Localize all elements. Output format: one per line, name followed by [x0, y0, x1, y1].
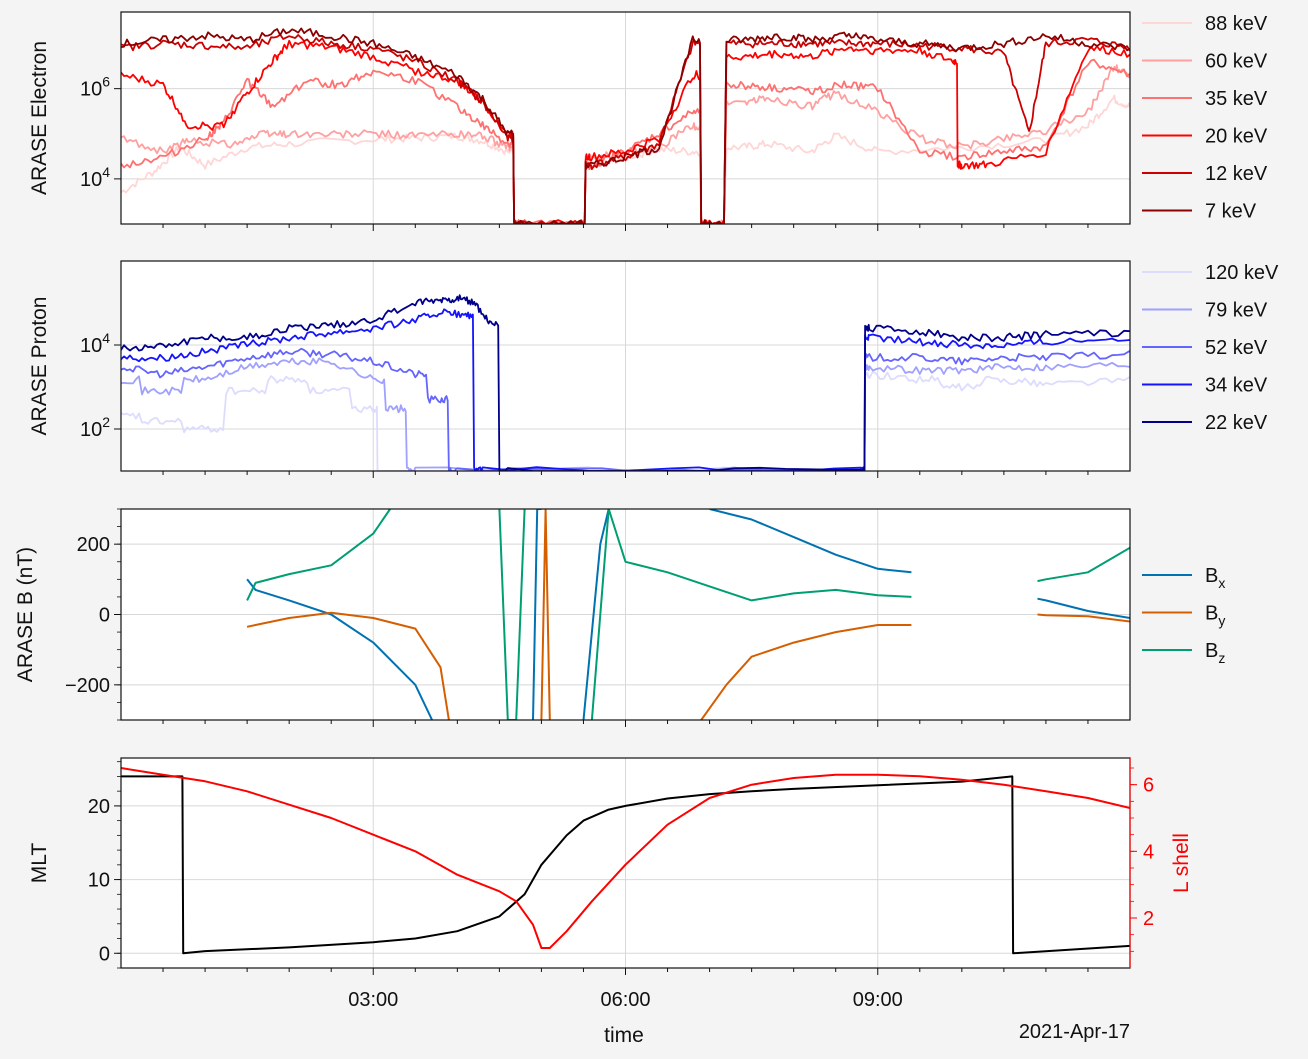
y-tick-exponent: 2	[102, 414, 110, 430]
series-line	[1037, 597, 1130, 619]
legend-subscript: y	[1218, 613, 1225, 629]
series-group	[121, 27, 1130, 224]
series-line	[709, 509, 912, 574]
legend-label: 120 keV	[1205, 262, 1279, 284]
series-line	[582, 509, 610, 720]
series-line	[246, 611, 450, 720]
series-line	[246, 578, 434, 720]
legend-label: 7 keV	[1205, 201, 1257, 223]
legend-label: Bx	[1205, 565, 1225, 591]
legend-label: By	[1205, 603, 1225, 629]
series-line	[1037, 613, 1130, 623]
panel-4: 03:00 06:00 09:00 0 10 20 MLT 2 4 6 L shell	[28, 757, 1193, 1011]
series-line	[590, 509, 912, 720]
series-line	[121, 357, 1130, 471]
y-tick-label: 200	[77, 534, 110, 556]
y-tick-exponent: 4	[102, 164, 110, 180]
series-group	[121, 294, 1130, 471]
series-line	[700, 624, 912, 720]
right-tick-label: 4	[1143, 841, 1154, 863]
series-line	[121, 370, 1130, 471]
y-tick-label: 106	[80, 74, 110, 101]
grid	[121, 12, 1130, 224]
legend: 120 keV 79 keV 52 keV 34 keV 22 keV	[1142, 262, 1279, 434]
series-line	[121, 347, 1130, 471]
x-tick-label: 03:00	[348, 989, 398, 1011]
series-group	[121, 767, 1130, 955]
legend-label: Bz	[1205, 640, 1225, 666]
series-line	[246, 509, 391, 601]
series-line	[121, 767, 1130, 949]
y-tick-label: 104	[80, 330, 110, 357]
legend-label: 12 keV	[1205, 163, 1268, 185]
x-axis-label: time	[604, 1024, 644, 1047]
date-label: 2021-Apr-17	[1019, 1021, 1130, 1043]
y-axis-label: ARASE Electron	[28, 41, 51, 195]
y-tick-label: 102	[80, 414, 110, 441]
panel-1: 104 106 ARASE Electron 88 keV 60 keV 35 keV 20…	[28, 11, 1268, 231]
legend-subscript: x	[1218, 575, 1225, 591]
series-line	[1037, 546, 1130, 583]
series-line	[532, 509, 542, 720]
series-line	[121, 39, 1130, 224]
legend-label: 20 keV	[1205, 126, 1268, 148]
x-tick-label: 09:00	[853, 989, 903, 1011]
series-line	[540, 509, 551, 720]
y-tick-label: −200	[65, 675, 110, 697]
panel-3: 200 0 −200 ARASE B (nT) Bx By Bz	[14, 508, 1225, 727]
y-axis-label: ARASE Proton	[28, 297, 51, 436]
legend-label: 88 keV	[1205, 13, 1268, 35]
right-axis-label: L shell	[1170, 833, 1193, 893]
legend: 88 keV 60 keV 35 keV 20 keV 12 keV 7 keV	[1142, 13, 1268, 223]
legend-label: 22 keV	[1205, 412, 1268, 434]
legend-label: 60 keV	[1205, 51, 1268, 73]
series-line	[121, 294, 1130, 471]
right-tick-label: 2	[1143, 908, 1154, 930]
series-line	[121, 775, 1130, 955]
y-tick-exponent: 6	[102, 74, 110, 90]
series-line	[121, 308, 1130, 471]
legend-label: 34 keV	[1205, 375, 1268, 397]
y-axis-label: MLT	[28, 843, 51, 884]
series-line	[498, 509, 526, 720]
y-tick-label: 0	[99, 605, 110, 627]
legend: Bx By Bz	[1142, 565, 1225, 666]
y-tick-label: 104	[80, 164, 110, 191]
legend-label: 79 keV	[1205, 300, 1268, 322]
legend-label: 52 keV	[1205, 337, 1268, 359]
y-tick-label: 20	[88, 796, 110, 818]
x-tick-label: 06:00	[600, 989, 650, 1011]
y-tick-exponent: 4	[102, 330, 110, 346]
grid	[121, 509, 1130, 720]
series-group	[246, 509, 1130, 720]
series-line	[121, 27, 1130, 224]
legend-subscript: z	[1218, 650, 1225, 666]
y-axis-label: ARASE B (nT)	[14, 547, 37, 682]
legend-label: 35 keV	[1205, 88, 1268, 110]
y-tick-label: 0	[99, 943, 110, 965]
y-tick-label: 10	[88, 870, 110, 892]
panel-2: 102 104 ARASE Proton 120 keV 79 keV 52 keV 34 …	[28, 260, 1279, 478]
right-tick-label: 6	[1143, 775, 1154, 797]
